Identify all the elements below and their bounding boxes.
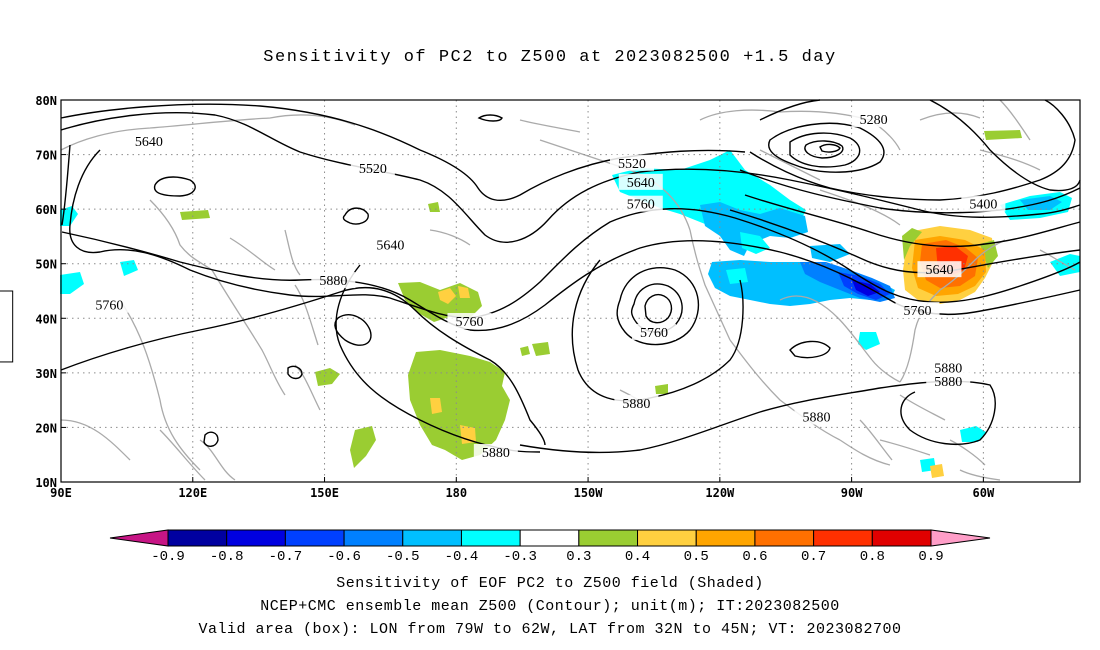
map-frame bbox=[60, 99, 1081, 483]
colorbar-label: -0.5 bbox=[386, 549, 420, 565]
contour-label: 5400 bbox=[961, 195, 1006, 213]
lon-tick-label: 60W bbox=[973, 486, 995, 500]
svg-text:5880: 5880 bbox=[319, 274, 347, 289]
lat-tick-label: 40N bbox=[35, 312, 57, 326]
contour-label: 5760 bbox=[895, 302, 940, 319]
lon-tick-label: 90E bbox=[50, 486, 72, 500]
colorbar-label: 0.9 bbox=[918, 549, 943, 565]
lon-tick-label: 90W bbox=[841, 486, 863, 500]
colorbar-label: 0.8 bbox=[860, 549, 885, 565]
contour-label: 5640 bbox=[368, 236, 413, 254]
colorbar-cell bbox=[343, 529, 404, 547]
contour-label: 5880 bbox=[614, 394, 659, 412]
colorbar-label: 0.6 bbox=[742, 549, 767, 565]
colorbar-label: 0.3 bbox=[566, 549, 591, 565]
svg-text:5880: 5880 bbox=[802, 411, 830, 426]
contour-label: 5760 bbox=[447, 313, 492, 330]
lat-tick-label: 80N bbox=[35, 94, 57, 108]
svg-text:5880: 5880 bbox=[482, 446, 510, 461]
svg-text:5760: 5760 bbox=[640, 326, 668, 341]
svg-text:5880: 5880 bbox=[622, 397, 650, 412]
colorbar-high-triangle bbox=[930, 529, 991, 547]
lat-tick-label: 10N bbox=[35, 476, 57, 490]
svg-text:5280: 5280 bbox=[860, 113, 888, 128]
coastlines bbox=[60, 99, 1076, 481]
contour-label: 5640 bbox=[618, 173, 663, 191]
svg-text:5520: 5520 bbox=[359, 162, 387, 177]
lat-tick-label: 30N bbox=[35, 367, 57, 381]
colorbar-cell bbox=[754, 529, 815, 547]
contour-label: 5880 bbox=[926, 359, 971, 376]
colorbar-cell bbox=[167, 529, 228, 547]
lon-tick-label: 120W bbox=[705, 486, 735, 500]
contour-label: 5880 bbox=[311, 272, 356, 289]
contour-label: 5880 bbox=[794, 408, 839, 426]
colorbar-label: 0.7 bbox=[801, 549, 826, 565]
colorbar-cell bbox=[284, 529, 345, 547]
plot-title: Sensitivity of PC2 to Z500 at 2023082500… bbox=[263, 48, 837, 67]
colorbar-label: -0.4 bbox=[445, 549, 479, 565]
svg-text:5880: 5880 bbox=[934, 375, 962, 390]
colorbar: -0.9 -0.8 -0.7 -0.6 -0.5 -0.4 -0.3 0.3 0.4 0.5 0.6… bbox=[109, 529, 991, 565]
colorbar-label: 0.5 bbox=[684, 549, 709, 565]
colorbar-label: 0.4 bbox=[625, 549, 650, 565]
svg-text:5520: 5520 bbox=[618, 157, 646, 172]
lon-tick-label: 150W bbox=[574, 486, 604, 500]
svg-text:5760: 5760 bbox=[627, 198, 655, 213]
lon-tick-label: 180 bbox=[445, 486, 467, 500]
contour-label: 5520 bbox=[609, 154, 654, 172]
svg-text:5640: 5640 bbox=[376, 239, 404, 254]
svg-text:5400: 5400 bbox=[969, 198, 997, 213]
colorbar-cell bbox=[813, 529, 873, 547]
axis-labels: 90E 120E 150E 180 150W 120W 90W 60W 10N 20N 30N 40N… bbox=[35, 94, 995, 500]
svg-text:5640: 5640 bbox=[925, 263, 953, 278]
contour-label: 5760 bbox=[618, 195, 663, 213]
colorbar-low-triangle bbox=[109, 529, 169, 547]
contour-label: 5880 bbox=[473, 443, 518, 461]
contour-label: 5760 bbox=[87, 296, 132, 314]
contour-label: 5640 bbox=[917, 261, 962, 278]
colorbar-cell bbox=[460, 529, 521, 547]
contour-label: 5280 bbox=[851, 111, 896, 128]
colorbar-cell bbox=[578, 529, 639, 547]
lon-tick-label: 120E bbox=[178, 486, 207, 500]
colorbar-label: -0.7 bbox=[269, 549, 303, 565]
contour-label: 5880 bbox=[926, 373, 971, 390]
colorbar-cell bbox=[402, 529, 462, 547]
lat-tick-label: 50N bbox=[35, 258, 57, 272]
valid-area-box bbox=[0, 290, 14, 363]
colorbar-cell bbox=[637, 529, 697, 547]
caption-shading: Sensitivity of EOF PC2 to Z500 field (Sh… bbox=[336, 575, 764, 592]
svg-text:5760: 5760 bbox=[903, 304, 931, 319]
lat-tick-label: 20N bbox=[35, 421, 57, 435]
lon-tick-label: 150E bbox=[310, 486, 339, 500]
colorbar-cell bbox=[226, 529, 286, 547]
caption-contour: NCEP+CMC ensemble mean Z500 (Contour); u… bbox=[260, 598, 840, 615]
colorbar-label: -0.3 bbox=[503, 549, 537, 565]
svg-text:5760: 5760 bbox=[95, 299, 123, 314]
valid-area-rect bbox=[0, 290, 14, 363]
lat-tick-label: 60N bbox=[35, 203, 57, 217]
colorbar-label: -0.6 bbox=[327, 549, 361, 565]
colorbar-cell bbox=[519, 529, 580, 547]
svg-text:5640: 5640 bbox=[627, 176, 655, 191]
colorbar-label: -0.9 bbox=[151, 549, 185, 565]
caption-valid-area: Valid area (box): LON from 79W to 62W, L… bbox=[198, 621, 902, 638]
svg-text:5880: 5880 bbox=[934, 361, 962, 376]
colorbar-label: -0.8 bbox=[210, 549, 244, 565]
lat-tick-label: 70N bbox=[35, 149, 57, 163]
contour-label: 5760 bbox=[631, 323, 676, 341]
contour-label: 5640 bbox=[126, 132, 171, 150]
contour-label: 5520 bbox=[350, 160, 395, 177]
svg-text:5640: 5640 bbox=[135, 135, 163, 150]
contour-labels: 5640 5520 5640 5760 5880 5760 5880 5520 5640 5760… bbox=[87, 111, 1006, 461]
colorbar-cell bbox=[871, 529, 932, 547]
colorbar-cell bbox=[695, 529, 756, 547]
svg-text:5760: 5760 bbox=[455, 315, 483, 330]
